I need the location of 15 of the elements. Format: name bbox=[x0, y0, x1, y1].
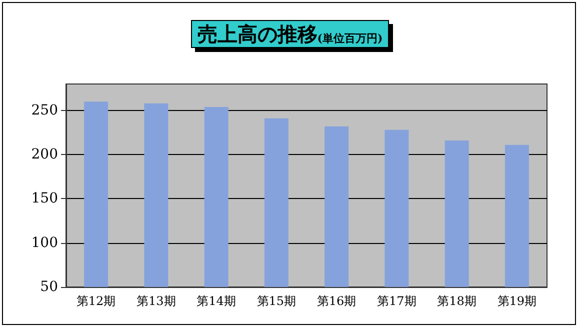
y-tick-label: 250 bbox=[31, 102, 58, 118]
y-tick-label: 150 bbox=[31, 190, 58, 207]
y-tick-label: 100 bbox=[31, 234, 58, 251]
x-tick-label: 第17期 bbox=[377, 294, 416, 308]
chart-title: 売上高の推移 bbox=[197, 22, 318, 46]
x-tick-label: 第19期 bbox=[497, 294, 537, 308]
x-tick-label: 第13期 bbox=[136, 294, 176, 308]
y-tick-label: 200 bbox=[31, 146, 58, 163]
x-tick-label: 第14期 bbox=[196, 294, 236, 308]
x-tick-label: 第15期 bbox=[256, 294, 296, 308]
x-tick-label: 第12期 bbox=[76, 294, 116, 308]
y-tick-label: 50 bbox=[40, 279, 58, 295]
x-tick-label: 第18期 bbox=[437, 294, 476, 308]
x-tick-label: 第16期 bbox=[316, 294, 356, 308]
chart-subtitle: (単位百万円) bbox=[317, 32, 383, 45]
